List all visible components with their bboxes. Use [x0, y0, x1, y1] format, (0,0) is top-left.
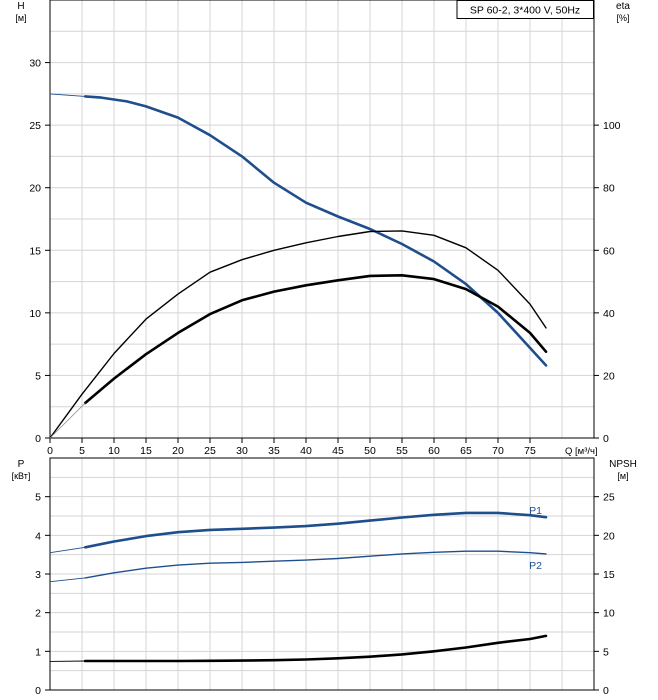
x-tick-label: 40	[300, 445, 312, 457]
series-line-eta-pump	[49, 230, 547, 439]
right-tick-label: 10	[603, 608, 615, 620]
left-tick-label: 4	[35, 530, 41, 542]
left-tick-label: 0	[35, 685, 41, 697]
head-efficiency-panel: 0 5 10 15 20 25 30 0 20 40 60 80 100 H[м] eta[%] 0 5 10 15…	[15, 0, 630, 457]
left-tick-label: 30	[29, 58, 41, 70]
x-tick-label: 30	[236, 445, 248, 457]
left-tick-label: 1	[35, 646, 41, 658]
right-axis-unit: [м]	[617, 471, 628, 481]
x-tick-label: 35	[268, 445, 280, 457]
left-axis-title: P	[18, 459, 25, 470]
right-axis-unit: [%]	[616, 13, 629, 23]
left-tick-label: 20	[29, 183, 41, 195]
left-tick-label: 3	[35, 569, 41, 581]
left-tick-label: 0	[35, 433, 41, 445]
right-axis-title: eta	[616, 1, 630, 12]
x-tick-label: 55	[396, 445, 408, 457]
series-line-p2	[84, 550, 547, 579]
right-tick-label: 15	[603, 569, 615, 581]
series-line-h	[83, 95, 548, 367]
right-axis-title: NPSH	[609, 459, 637, 470]
x-tick-label: 0	[47, 445, 53, 457]
series-line-eta-total	[83, 273, 548, 405]
left-tick-label: 2	[35, 608, 41, 620]
power-npsh-panel: 0 1 2 3 4 5 0 5 10 15 20 25 P[кВт] NPSH[м] P1 P2	[12, 457, 637, 697]
left-tick-label: 5	[35, 370, 41, 382]
series-label-p2: P2	[529, 560, 542, 572]
right-tick-label: 20	[603, 370, 615, 382]
series-line-p2-extension	[49, 577, 86, 583]
left-axis-unit: [кВт]	[12, 471, 31, 481]
x-tick-label: 70	[492, 445, 504, 457]
right-tick-label: 0	[603, 685, 609, 697]
x-tick-label: 15	[140, 445, 152, 457]
x-tick-label: 25	[204, 445, 216, 457]
left-tick-label: 25	[29, 120, 41, 132]
left-tick-label: 5	[35, 492, 41, 504]
left-axis-title: H	[17, 1, 24, 12]
right-tick-label: 25	[603, 492, 615, 504]
right-tick-label: 40	[603, 308, 615, 320]
series-line-eta-extension	[49, 402, 86, 439]
x-tick-label: 65	[460, 445, 472, 457]
x-tick-label: 75	[524, 445, 536, 457]
series-line-npsh	[83, 634, 548, 663]
right-tick-label: 60	[603, 245, 615, 257]
series-line-p1	[83, 511, 548, 549]
x-tick-label: 5	[79, 445, 85, 457]
x-tick-label: 20	[172, 445, 184, 457]
x-tick-label: 50	[364, 445, 376, 457]
left-tick-label: 10	[29, 308, 41, 320]
right-tick-label: 0	[603, 433, 609, 445]
series-line-p1-extension	[49, 546, 86, 554]
x-axis-label: Q [м³/ч]	[565, 446, 598, 457]
left-tick-label: 15	[29, 245, 41, 257]
title-box	[456, 0, 594, 19]
left-axis-unit: [м]	[15, 13, 26, 23]
x-tick-label: 45	[332, 445, 344, 457]
right-tick-label: 5	[603, 646, 609, 658]
right-tick-label: 20	[603, 530, 615, 542]
right-tick-label: 100	[603, 120, 621, 132]
x-tick-label: 60	[428, 445, 440, 457]
x-tick-label: 10	[108, 445, 120, 457]
series-line-h-extension	[49, 93, 86, 97]
chart-title: SP 60-2, 3*400 V, 50Hz	[470, 5, 580, 17]
series-label-p1: P1	[529, 505, 542, 517]
right-tick-label: 80	[603, 183, 615, 195]
plot-frame	[49, 0, 595, 439]
